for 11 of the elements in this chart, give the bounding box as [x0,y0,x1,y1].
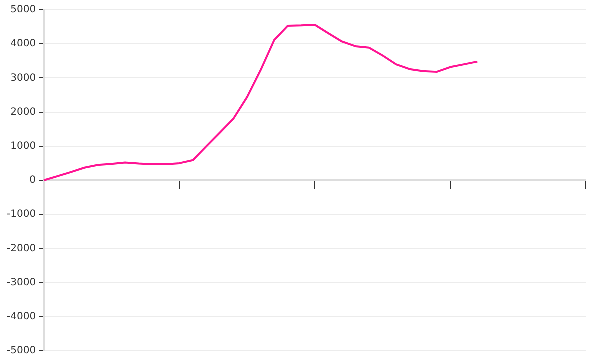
y-tick-label: -5000 [6,346,36,357]
y-tick-label: 2000 [10,106,36,118]
y-tick-label: -3000 [6,277,36,288]
y-tick-label: 4000 [10,38,36,50]
y-tick-label: -2000 [6,243,36,254]
y-tick-label: -4000 [6,311,36,322]
y-tick-label: 5000 [10,4,36,16]
y-tick-label: 1000 [10,140,36,152]
y-tick-label: 0 [30,175,36,186]
y-tick-label: -1000 [6,209,36,220]
y-tick-label: 3000 [10,72,36,84]
